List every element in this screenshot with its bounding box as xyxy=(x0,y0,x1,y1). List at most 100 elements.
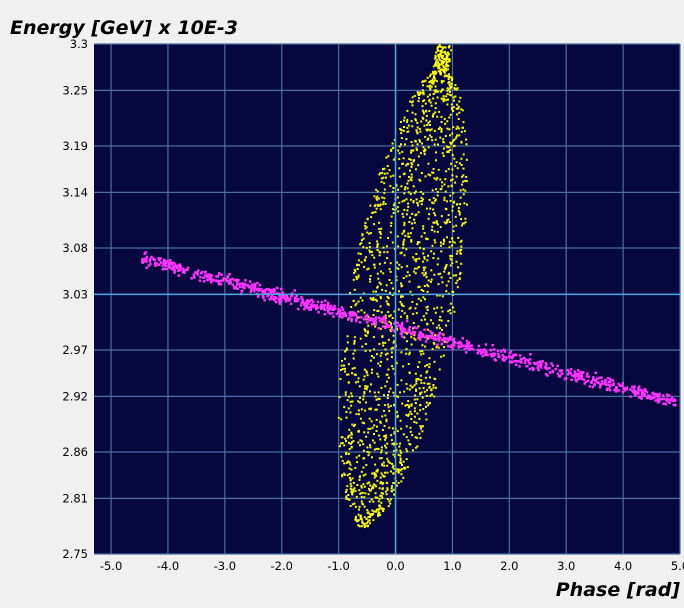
magenta-particle xyxy=(623,389,626,392)
yellow-particle xyxy=(358,505,361,508)
yellow-particle xyxy=(426,237,429,240)
yellow-particle xyxy=(413,410,416,413)
magenta-particle xyxy=(250,289,253,292)
yellow-particle xyxy=(446,58,449,61)
yellow-particle xyxy=(390,224,393,227)
magenta-particle xyxy=(411,330,415,334)
magenta-particle xyxy=(341,308,345,311)
magenta-particle xyxy=(529,353,532,356)
yellow-particle xyxy=(397,308,400,311)
yellow-particle xyxy=(427,173,430,176)
yellow-particle xyxy=(421,89,424,92)
yellow-particle xyxy=(436,58,439,61)
magenta-particle xyxy=(576,369,580,372)
yellow-particle xyxy=(420,379,423,382)
yellow-particle xyxy=(440,319,443,322)
yellow-particle xyxy=(386,296,389,298)
magenta-particle xyxy=(428,330,432,333)
yellow-particle xyxy=(410,179,413,182)
yellow-particle xyxy=(434,91,437,94)
yellow-particle xyxy=(378,173,381,176)
yellow-particle xyxy=(360,470,363,473)
yellow-particle xyxy=(425,237,427,240)
yellow-particle xyxy=(375,207,378,210)
magenta-particle xyxy=(289,302,293,306)
yellow-particle xyxy=(403,229,406,232)
magenta-particle xyxy=(438,339,441,342)
magenta-particle xyxy=(206,278,209,282)
magenta-particle xyxy=(617,389,621,392)
magenta-particle xyxy=(565,377,568,380)
yellow-particle xyxy=(460,140,463,143)
yellow-particle xyxy=(363,368,366,371)
yellow-particle xyxy=(372,356,375,359)
yellow-particle xyxy=(458,249,461,252)
yellow-particle xyxy=(387,237,390,239)
magenta-particle xyxy=(238,282,241,286)
yellow-particle xyxy=(438,327,441,330)
yellow-particle xyxy=(350,431,353,434)
magenta-particle xyxy=(447,337,450,340)
magenta-particle xyxy=(591,385,595,389)
magenta-particle xyxy=(417,333,421,337)
magenta-particle xyxy=(317,311,320,314)
magenta-particle xyxy=(509,350,513,353)
yellow-particle xyxy=(444,267,446,270)
yellow-particle xyxy=(443,71,446,74)
yellow-particle xyxy=(385,436,388,439)
yellow-particle xyxy=(380,177,383,180)
yellow-particle xyxy=(412,201,415,204)
magenta-particle xyxy=(418,331,422,334)
yellow-particle xyxy=(400,427,403,430)
magenta-particle xyxy=(417,336,420,340)
yellow-particle xyxy=(451,237,454,240)
yellow-particle xyxy=(411,163,414,166)
magenta-particle xyxy=(577,377,580,381)
magenta-particle xyxy=(342,314,345,317)
yellow-particle xyxy=(387,460,390,463)
yellow-particle xyxy=(386,498,389,500)
magenta-particle xyxy=(384,321,387,325)
yellow-particle xyxy=(450,76,453,79)
yellow-particle xyxy=(365,246,368,249)
yellow-particle xyxy=(379,305,382,308)
yellow-particle xyxy=(433,129,436,132)
yellow-particle xyxy=(415,147,418,150)
yellow-particle xyxy=(405,436,408,439)
yellow-particle xyxy=(386,464,389,467)
yellow-particle xyxy=(364,473,367,476)
magenta-particle xyxy=(331,312,334,315)
x-tick-label: -2.0 xyxy=(271,559,293,573)
yellow-particle xyxy=(438,368,441,371)
yellow-particle xyxy=(385,300,388,303)
yellow-particle xyxy=(426,283,429,286)
yellow-particle xyxy=(398,468,401,471)
yellow-particle xyxy=(419,425,422,428)
yellow-particle xyxy=(417,204,419,207)
yellow-particle xyxy=(413,270,416,273)
yellow-particle xyxy=(451,154,454,157)
yellow-particle xyxy=(375,474,378,477)
magenta-particle xyxy=(166,259,169,263)
yellow-particle xyxy=(436,194,439,197)
yellow-particle xyxy=(366,446,369,449)
yellow-particle xyxy=(458,211,461,214)
yellow-particle xyxy=(365,464,368,466)
yellow-particle xyxy=(358,454,361,457)
yellow-particle xyxy=(409,443,412,446)
yellow-particle xyxy=(459,272,462,274)
yellow-particle xyxy=(439,69,442,71)
magenta-particle xyxy=(649,397,652,400)
yellow-particle xyxy=(397,481,400,484)
yellow-particle xyxy=(431,81,433,84)
magenta-particle xyxy=(463,347,466,351)
magenta-particle xyxy=(226,275,230,278)
yellow-particle xyxy=(415,129,418,132)
yellow-particle xyxy=(450,94,453,97)
yellow-particle xyxy=(400,266,403,269)
yellow-particle xyxy=(432,97,435,100)
yellow-particle xyxy=(384,317,387,320)
yellow-particle xyxy=(379,364,382,367)
yellow-particle xyxy=(436,223,439,226)
yellow-particle xyxy=(379,354,382,357)
